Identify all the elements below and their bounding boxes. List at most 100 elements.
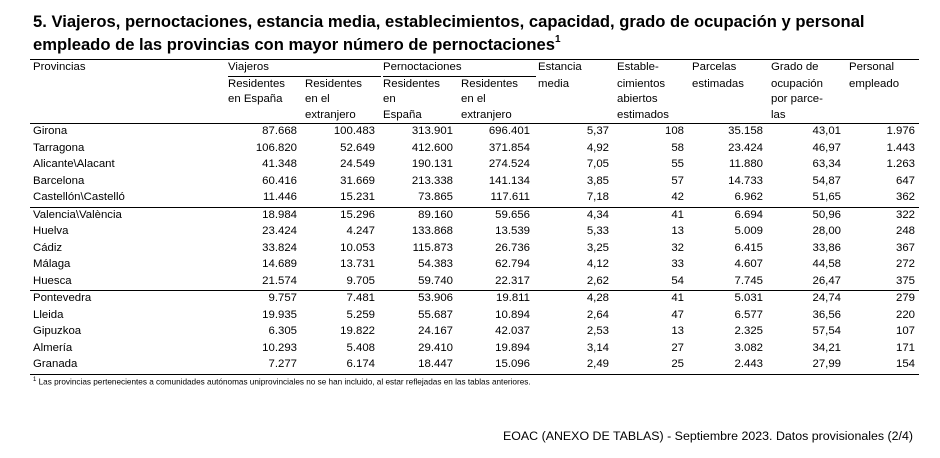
value-cell: 696.401	[488, 125, 531, 137]
value-cell: 58	[671, 141, 685, 154]
value-cell: 6.962	[734, 191, 764, 203]
value-cell: 34,21	[812, 341, 842, 354]
title-line-1: 5. Viajeros, pernoctaciones, estancia me…	[33, 12, 865, 31]
value-cell: 141.134	[488, 174, 531, 187]
province-name-cell: Pontevedra	[30, 290, 224, 308]
col-grado-1: Grado de	[767, 59, 846, 77]
value-cell: 4,28	[534, 290, 614, 308]
value-cell: 5,37	[586, 125, 610, 137]
value-cell: 5.031	[688, 290, 768, 308]
value-cell: 33	[671, 258, 685, 270]
value-cell: 36,56	[812, 308, 842, 321]
value-cell: 53.906	[379, 290, 458, 308]
col-per-ext-1: Residentes	[461, 77, 519, 90]
value-cell: 44,58	[812, 258, 842, 270]
value-cell: 24.167	[418, 325, 454, 337]
value-cell: 5.009	[734, 225, 764, 237]
col-parcelas-1: Parcelas	[688, 59, 768, 77]
page-footer: EOAC (ANEXO DE TABLAS) - Septiembre 2023…	[503, 429, 913, 443]
value-cell: 22.317	[495, 274, 531, 287]
value-cell: 19.935	[262, 308, 297, 321]
table-row: Girona 87.668 100.483 313.901 696.401 5,37 108…	[30, 124, 919, 141]
value-cell: 5.259	[346, 308, 376, 321]
table-header: Provincias Viajeros Pernoctaciones Estan…	[30, 59, 920, 124]
value-cell: 6.415	[734, 241, 764, 254]
group-pernoctaciones-label: Pernoctaciones	[383, 60, 537, 77]
value-cell: 1.443	[886, 141, 916, 154]
table-row: Tarragona 106.820 52.649 412.600 371.854 4,92…	[30, 141, 919, 158]
value-cell: 7.277	[224, 357, 301, 375]
value-cell: 13	[671, 225, 685, 237]
value-cell: 33,86	[812, 241, 842, 254]
value-cell: 7,05	[586, 158, 610, 170]
provinces-table: Provincias Viajeros Pernoctaciones Estan…	[30, 59, 920, 375]
value-cell: 9.757	[224, 290, 301, 308]
value-cell: 2,64	[586, 308, 610, 321]
value-cell: 2,49	[534, 357, 614, 375]
value-cell: 108	[665, 125, 685, 137]
value-cell: 59.656	[457, 206, 535, 224]
value-cell: 54.383	[418, 258, 454, 270]
value-cell: 117.611	[490, 191, 531, 203]
table-row: Cádiz 33.824 10.053 115.873 26.736 3,25 32 6.41…	[30, 241, 919, 258]
value-cell: 55	[671, 158, 685, 170]
value-cell: 50,96	[767, 206, 846, 224]
value-cell: 54,87	[812, 174, 842, 187]
value-cell: 27	[671, 341, 685, 354]
value-cell: 4,92	[586, 141, 610, 154]
value-cell: 171	[896, 341, 916, 354]
value-cell: 7.481	[301, 290, 380, 308]
col-parcelas-2: estimadas	[692, 77, 744, 90]
value-cell: 15.296	[301, 206, 380, 224]
value-cell: 41.348	[262, 158, 297, 170]
footnote-text: Las provincias pertenecientes a comunida…	[38, 377, 531, 387]
province-name-cell: Barcelona	[33, 174, 85, 187]
province-name-cell: Gipuzkoa	[33, 325, 82, 337]
province-name-cell: Huesca	[33, 274, 72, 287]
value-cell: 11.446	[263, 191, 297, 203]
col-establecimientos-4: estimados	[613, 107, 689, 124]
province-name-cell: Almería	[33, 341, 73, 354]
col-grado-3: por parce-	[771, 93, 823, 105]
value-cell: 18.447	[379, 357, 458, 375]
table-row: Lleida 19.935 5.259 55.687 10.894 2,64 47 6.577…	[30, 308, 919, 325]
value-cell: 42.037	[495, 325, 531, 337]
value-cell: 3,14	[586, 341, 610, 354]
value-cell: 89.160	[379, 206, 458, 224]
table-body: Girona 87.668 100.483 313.901 696.401 5,37 108…	[30, 124, 920, 375]
value-cell: 3,85	[586, 174, 610, 187]
title-line-2: empleado de las provincias con mayor núm…	[33, 33, 913, 56]
table-row: Alicante\Alacant 41.348 24.549 190.131 274.5…	[30, 157, 919, 174]
province-name-cell: Girona	[33, 125, 68, 137]
value-cell: 15.231	[340, 191, 376, 203]
value-cell: 2.443	[688, 357, 768, 375]
value-cell: 25	[613, 357, 689, 375]
value-cell: 29.410	[418, 341, 454, 354]
col-res-ext-1: Residentes	[305, 77, 362, 90]
value-cell: 41	[613, 290, 689, 308]
province-name-cell: Alicante\Alacant	[33, 158, 115, 170]
value-cell: 3.082	[734, 341, 764, 354]
value-cell: 6.694	[688, 206, 768, 224]
value-cell: 11.880	[729, 158, 764, 170]
value-cell: 412.600	[411, 141, 454, 154]
value-cell: 7,18	[586, 191, 610, 203]
value-cell: 362	[896, 191, 916, 203]
province-name-cell: Lleida	[33, 308, 64, 321]
value-cell: 371.854	[488, 141, 531, 154]
value-cell: 15.096	[457, 357, 535, 375]
table-row: Castellón\Castelló 11.446 15.231 73.865 117.…	[30, 190, 919, 207]
value-cell: 3,25	[586, 241, 610, 254]
col-grado-4: las	[767, 107, 846, 124]
value-cell: 43,01	[812, 125, 842, 137]
col-personal-2: empleado	[849, 77, 900, 90]
value-cell: 47	[671, 308, 685, 321]
footnote: 1 Las provincias pertenecientes a comuni…	[33, 377, 531, 387]
value-cell: 375	[896, 274, 916, 287]
title-note-marker: 1	[554, 34, 561, 46]
value-cell: 18.984	[224, 206, 301, 224]
value-cell: 13	[671, 325, 685, 337]
value-cell: 4.607	[734, 258, 764, 270]
value-cell: 13.731	[340, 258, 376, 270]
value-cell: 21.574	[262, 274, 297, 287]
